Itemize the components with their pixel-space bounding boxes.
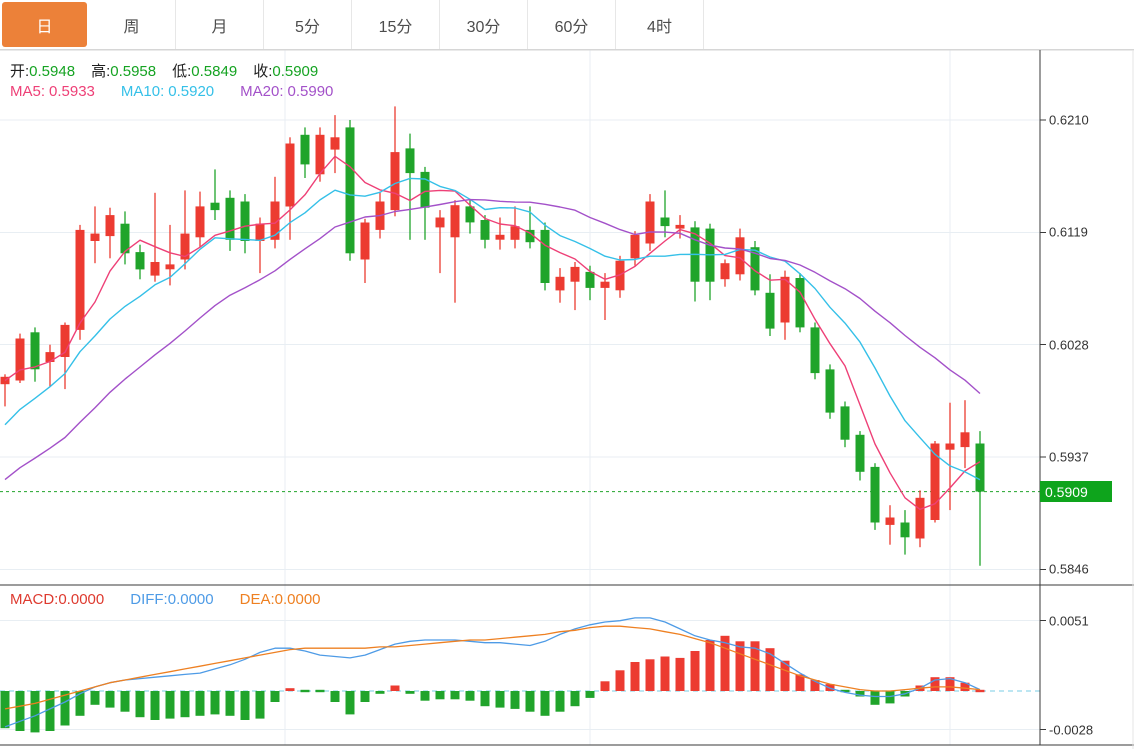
diff-value: 0.0000 — [167, 591, 214, 608]
interval-tab-5[interactable]: 30分 — [440, 0, 528, 49]
close-value: 0.5909 — [272, 63, 319, 80]
ma5-value: 0.5933 — [49, 83, 95, 100]
macd-axis-label-0: 0.0051 — [1049, 613, 1089, 629]
ma5-label: MA5: — [10, 83, 46, 100]
low-label: 低: — [172, 63, 192, 80]
interval-tab-0[interactable]: 日 — [2, 2, 87, 47]
price-axis-label-2: 0.6028 — [1049, 337, 1089, 353]
macd-histogram — [0, 635, 985, 733]
open-label: 开: — [10, 63, 30, 80]
high-label: 高: — [91, 63, 111, 80]
macd-value: 0.0000 — [58, 591, 105, 608]
low-group: 低:0.5849 — [172, 63, 237, 80]
dea-line — [4, 625, 981, 710]
high-value: 0.5958 — [110, 63, 157, 80]
ma10-value: 0.5920 — [168, 83, 215, 100]
ohlc-indicator-row: 开:0.5948 高:0.5958 低:0.5849 收:0.5909 — [10, 60, 334, 81]
interval-tab-2[interactable]: 月 — [176, 0, 264, 49]
diff-label: DIFF: — [130, 591, 168, 608]
price-axis-label-3: 0.5937 — [1049, 449, 1089, 465]
ma20-label: MA20: — [240, 83, 284, 100]
interval-tab-4[interactable]: 15分 — [352, 0, 440, 49]
low-value: 0.5849 — [191, 63, 238, 80]
open-group: 开:0.5948 — [10, 63, 75, 80]
interval-tab-1[interactable]: 周 — [88, 0, 176, 49]
dea-value: 0.0000 — [274, 591, 321, 608]
macd-group: MACD:0.0000 — [10, 591, 104, 608]
ma20-line — [4, 198, 981, 481]
last-price-badge: 0.5909 — [1040, 481, 1112, 503]
ma5-group: MA5: 0.5933 — [10, 83, 95, 100]
ma20-group: MA20: 0.5990 — [240, 83, 333, 100]
candlestick-series — [0, 106, 985, 566]
open-value: 0.5948 — [29, 63, 76, 80]
ma10-label: MA10: — [120, 83, 165, 100]
ma10-line — [4, 177, 981, 481]
dea-label: DEA: — [239, 591, 275, 608]
macd-label: MACD: — [10, 591, 59, 608]
macd-axis-label-1: -0.0028 — [1049, 722, 1094, 738]
grid-lines — [0, 50, 1040, 745]
diff-line — [4, 617, 981, 728]
interval-tab-7[interactable]: 4时 — [616, 0, 704, 49]
dea-group: DEA:0.0000 — [240, 591, 321, 608]
close-label: 收: — [253, 63, 273, 80]
price-axis-label-1: 0.6119 — [1049, 224, 1088, 240]
interval-tab-6[interactable]: 60分 — [528, 0, 616, 49]
price-axis-label-0: 0.6210 — [1049, 112, 1089, 128]
ma10-group: MA10: 0.5920 — [121, 83, 214, 100]
close-group: 收:0.5909 — [253, 63, 318, 80]
ma20-value: 0.5990 — [287, 83, 334, 100]
diff-group: DIFF:0.0000 — [130, 591, 213, 608]
ma5-line — [4, 155, 981, 511]
interval-tab-bar: 日周月 5分 15分 30分 60分 4时 — [0, 0, 1134, 50]
high-group: 高:0.5958 — [91, 63, 156, 80]
macd-indicator-row: MACD:0.0000 DIFF:0.0000 DEA:0.0000 — [10, 591, 347, 608]
price-axis-label-4: 0.5846 — [1049, 561, 1089, 577]
interval-tab-3[interactable]: 5分 — [264, 0, 352, 49]
ma-indicator-row: MA5: 0.5933 MA10: 0.5920 MA20: 0.5990 — [10, 83, 359, 100]
